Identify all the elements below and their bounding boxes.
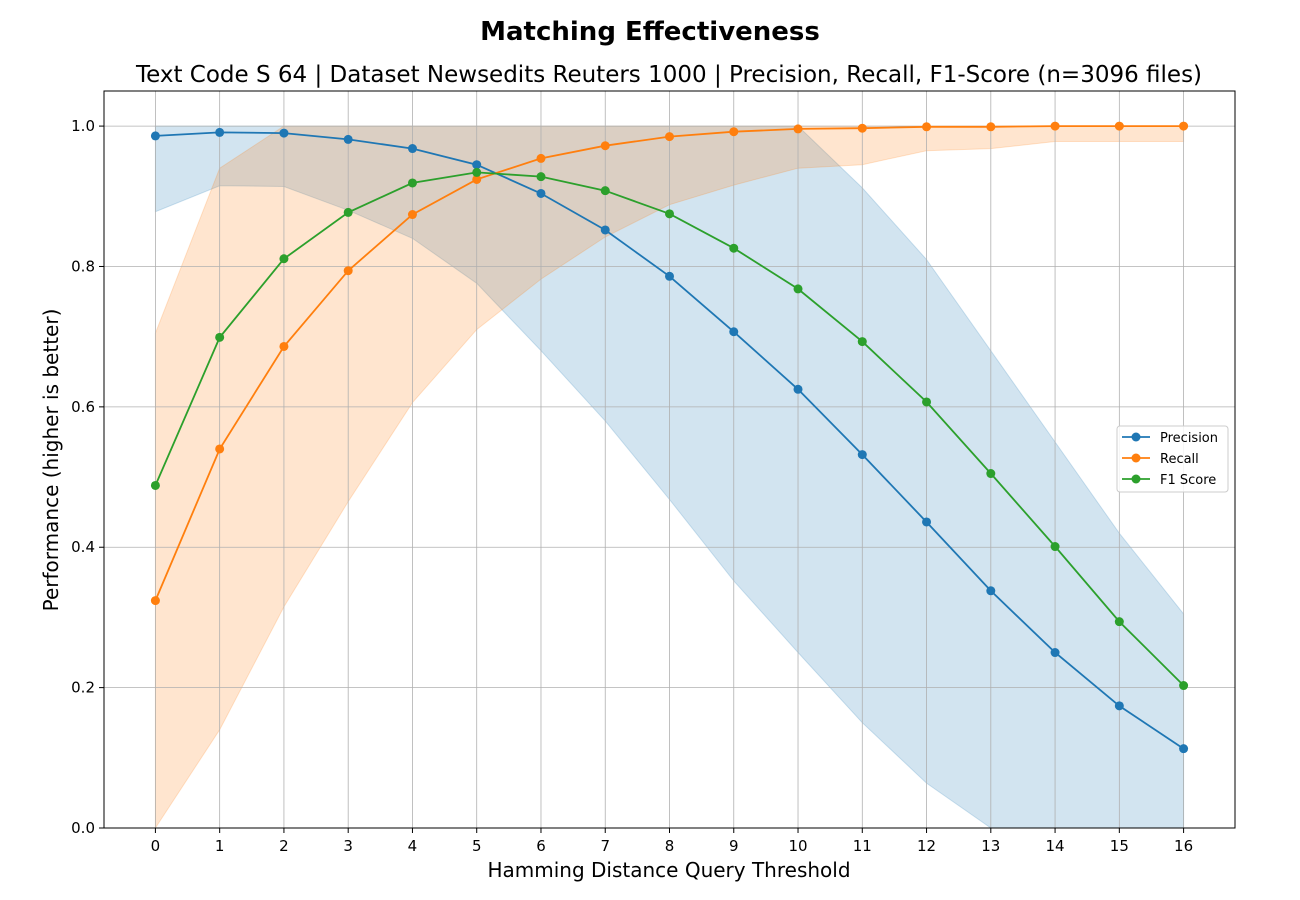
x-axis-ticks: 0 1 2 3 4 5 6 7 8 9 10 11 12 13 14 15 16: [151, 828, 1193, 855]
x-axis-label: Hamming Distance Query Threshold: [487, 858, 850, 882]
precision-point: [665, 271, 674, 281]
x-tick-label: 0: [151, 837, 161, 855]
precision-point: [793, 384, 803, 394]
precision-point: [1179, 744, 1189, 754]
x-tick-label: 3: [343, 837, 353, 855]
f1-score-point: [343, 207, 353, 217]
f1-score-point: [729, 243, 739, 253]
precision-point: [857, 450, 867, 460]
recall-point: [150, 596, 160, 606]
f1-score-point: [215, 332, 225, 342]
x-tick-label: 7: [600, 837, 610, 855]
recall-point: [857, 123, 867, 133]
f1-score-point: [1050, 542, 1060, 552]
recall-legend-label: Recall: [1160, 452, 1199, 467]
precision-point: [1050, 648, 1060, 658]
recall-point: [407, 210, 417, 220]
x-tick-label: 14: [1046, 837, 1065, 855]
f1-score-point: [536, 172, 546, 182]
y-axis-ticks: 0.0 0.2 0.4 0.6 0.8 1.0: [71, 117, 104, 837]
legend-box: [1116, 425, 1229, 493]
recall-point: [279, 341, 289, 351]
f1-score-point: [922, 397, 932, 407]
precision-point: [279, 128, 289, 138]
precision-point: [1114, 701, 1124, 711]
recall-point: [729, 127, 739, 137]
precision-legend-label: Precision: [1160, 431, 1218, 446]
precision-point: [215, 127, 225, 137]
f1-score-point: [472, 167, 482, 177]
x-tick-label: 4: [408, 837, 418, 855]
chart-title: Matching Effectiveness: [480, 17, 820, 47]
x-tick-label: 2: [279, 837, 289, 855]
x-tick-label: 1: [215, 837, 225, 855]
x-tick-label: 9: [729, 837, 739, 855]
f1-score-point: [1114, 617, 1124, 627]
precision-point: [729, 327, 739, 337]
x-tick-label: 10: [788, 837, 807, 855]
series-markers: [150, 121, 1189, 754]
precision-point: [150, 131, 160, 141]
y-tick-label: 0.8: [71, 257, 95, 275]
x-tick-label: 8: [665, 837, 675, 855]
recall-point: [536, 153, 546, 163]
recall-point: [215, 444, 225, 454]
f1-score-legend-marker: [1131, 474, 1141, 484]
chart-subtitle: Text Code S 64 | Dataset Newsedits Reute…: [135, 62, 1202, 88]
f1-score-point: [150, 480, 160, 490]
precision-point: [343, 134, 353, 144]
x-tick-label: 16: [1174, 837, 1193, 855]
x-tick-label: 15: [1110, 837, 1129, 855]
y-tick-label: 0.2: [71, 679, 95, 697]
recall-point: [986, 122, 996, 132]
legend: Precision Recall F1 Score: [1116, 425, 1229, 493]
y-tick-label: 0.4: [71, 538, 95, 556]
f1-score-point: [407, 178, 417, 188]
y-tick-label: 0.6: [71, 398, 95, 416]
y-axis-label: Performance (higher is better): [39, 309, 63, 612]
precision-point: [600, 225, 610, 235]
precision-point: [472, 160, 482, 170]
f1-score-point: [793, 284, 803, 294]
recall-point: [1050, 121, 1060, 131]
f1-score-point: [665, 209, 674, 219]
recall-point: [665, 132, 674, 142]
f1-score-point: [600, 186, 610, 196]
recall-legend-marker: [1131, 453, 1141, 463]
f1-score-point: [986, 469, 996, 479]
recall-point: [343, 266, 353, 276]
f1-score-point: [279, 254, 289, 264]
y-tick-label: 0.0: [71, 819, 95, 837]
precision-point: [536, 188, 546, 198]
recall-point: [600, 141, 610, 151]
recall-point: [922, 122, 932, 132]
precision-point: [407, 144, 417, 154]
x-tick-label: 12: [917, 837, 936, 855]
y-tick-label: 1.0: [71, 117, 95, 135]
recall-point: [1179, 121, 1189, 131]
precision-point: [986, 586, 996, 596]
f1-score-point: [857, 337, 867, 347]
x-tick-label: 5: [472, 837, 482, 855]
recall-point: [1114, 121, 1124, 131]
x-tick-label: 11: [853, 837, 872, 855]
recall-point: [793, 124, 803, 134]
x-tick-label: 6: [536, 837, 546, 855]
f1-score-legend-label: F1 Score: [1160, 473, 1216, 488]
recall-point: [472, 174, 482, 184]
precision-legend-marker: [1131, 432, 1141, 442]
precision-point: [922, 517, 932, 527]
x-tick-label: 13: [981, 837, 1000, 855]
f1-score-point: [1179, 681, 1189, 691]
